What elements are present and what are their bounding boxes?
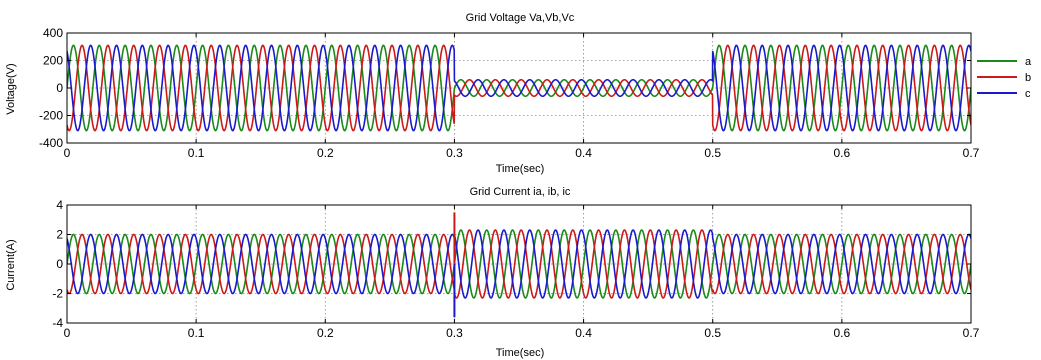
current-series-phase-3	[67, 229, 971, 299]
voltage-y-tick-label: -200	[39, 109, 63, 123]
voltage-x-tick-label: 0.4	[575, 146, 592, 160]
current-chart-title: Grid Current ia, ib, ic	[470, 186, 571, 198]
voltage-x-tick-label: 0	[64, 146, 71, 160]
current-x-tick-label: 0.7	[963, 326, 980, 340]
current-x-tick-label: 0.6	[834, 326, 851, 340]
current-x-tick-label: 0.5	[704, 326, 721, 340]
voltage-x-tick-label: 0.6	[834, 146, 851, 160]
current-y-axis-label: Current(A)	[5, 239, 17, 290]
voltage-chart-title: Grid Voltage Va,Vb,Vc	[466, 12, 575, 24]
current-panel: Grid Current ia, ib, ic Time(sec) Curren…	[5, 186, 980, 359]
current-y-tick-label: -2	[52, 287, 63, 301]
voltage-legend: abc	[977, 56, 1032, 100]
voltage-x-tick-label: 0.2	[317, 146, 334, 160]
current-series-phase-1	[67, 229, 971, 299]
voltage-y-axis-label: Voltage(V)	[5, 63, 17, 114]
current-y-tick-label: -4	[52, 316, 63, 330]
current-y-tick-label: 2	[56, 228, 63, 242]
current-x-tick-label: 0.4	[575, 326, 592, 340]
current-x-tick-label: 0.1	[188, 326, 205, 340]
voltage-y-tick-label: -400	[39, 136, 63, 150]
voltage-y-tick-label: 400	[43, 26, 63, 40]
voltage-y-tick-label: 0	[56, 81, 63, 95]
current-x-axis-label: Time(sec)	[496, 347, 544, 359]
voltage-x-tick-label: 0.5	[704, 146, 721, 160]
voltage-x-tick-label: 0.7	[963, 146, 980, 160]
current-y-tick-label: 0	[56, 257, 63, 271]
voltage-x-axis-label: Time(sec)	[496, 163, 544, 175]
legend-label-b: b	[1025, 72, 1031, 84]
voltage-series-c	[67, 44, 971, 132]
voltage-series-b	[67, 44, 971, 132]
current-y-tick-label: 4	[56, 198, 63, 212]
voltage-panel: Grid Voltage Va,Vb,Vc Time(sec) Voltage(…	[5, 12, 980, 175]
voltage-x-tick-label: 0.3	[446, 146, 463, 160]
current-x-tick-label: 0	[64, 326, 71, 340]
current-x-tick-label: 0.3	[446, 326, 463, 340]
current-series-phase-2	[67, 229, 971, 299]
legend-label-c: c	[1025, 88, 1031, 100]
voltage-y-tick-label: 200	[43, 54, 63, 68]
voltage-series-a	[67, 44, 971, 132]
legend-label-a: a	[1025, 56, 1032, 68]
current-x-tick-label: 0.2	[317, 326, 334, 340]
voltage-x-tick-label: 0.1	[188, 146, 205, 160]
